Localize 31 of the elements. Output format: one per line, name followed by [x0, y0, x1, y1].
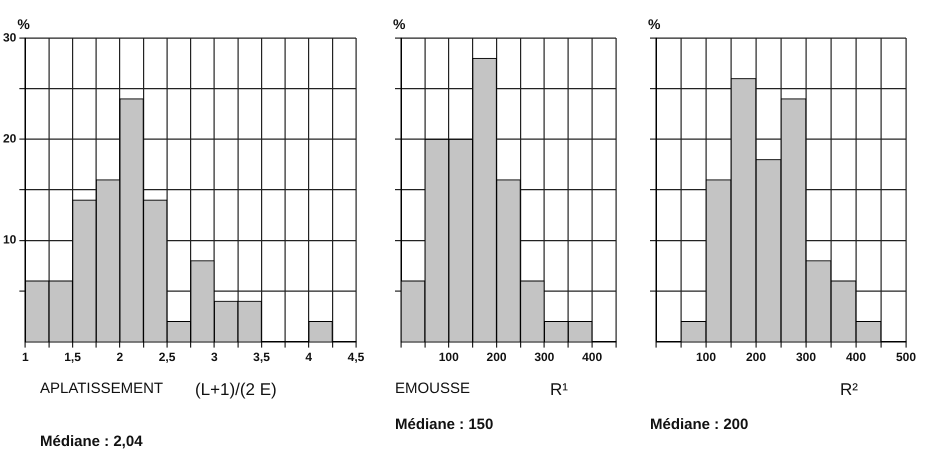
x-tick-label: 100 [438, 350, 460, 364]
x-tick-label: 1 [22, 350, 30, 364]
x-tick-label: 3 [210, 350, 218, 364]
text: (L+1)/(2 E) [195, 380, 277, 400]
x-tick-label: 200 [486, 350, 507, 364]
y-axis-title: % [648, 16, 661, 32]
text: Médiane : 2,04 [40, 433, 143, 450]
x-tick-label: 100 [696, 350, 716, 364]
x-tick-label: 2,5 [158, 350, 176, 364]
text: Médiane : 150 [395, 416, 494, 433]
x-tick-label: 3,5 [253, 350, 270, 364]
y-tick-label: 10 [2, 232, 17, 247]
text: Médiane : 200 [650, 416, 748, 433]
x-tick-label: 300 [796, 350, 816, 364]
x-tick-label: 400 [846, 350, 866, 364]
x-tick-label: 4,5 [348, 350, 365, 364]
y-tick-label: 30 [2, 30, 17, 44]
x-tick-label: 2 [116, 350, 124, 364]
y-axis-title: % [17, 16, 30, 32]
text: R¹ [550, 380, 568, 400]
x-tick-label: 500 [896, 350, 916, 364]
y-axis-title: % [393, 16, 406, 32]
x-tick-label: 200 [746, 350, 766, 364]
x-axis-title: APLATISSEMENT [40, 380, 164, 397]
text: R² [840, 380, 858, 400]
x-tick-label: 400 [582, 350, 602, 364]
x-tick-label: 300 [534, 350, 555, 364]
x-axis-title: EMOUSSE [395, 380, 470, 397]
x-tick-label: 4 [305, 350, 312, 364]
x-tick-label: 1,5 [64, 350, 82, 364]
y-tick-label: 20 [2, 132, 17, 146]
